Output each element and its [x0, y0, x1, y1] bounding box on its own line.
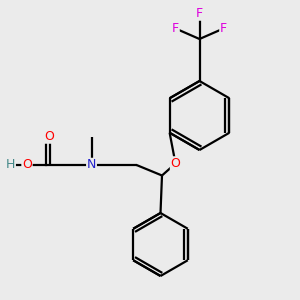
Text: F: F	[196, 7, 203, 20]
Text: O: O	[22, 158, 32, 172]
Text: H: H	[6, 158, 15, 172]
Text: O: O	[45, 130, 54, 143]
Text: N: N	[87, 158, 96, 172]
Text: F: F	[220, 22, 227, 35]
Text: F: F	[172, 22, 179, 35]
Text: O: O	[171, 157, 180, 170]
